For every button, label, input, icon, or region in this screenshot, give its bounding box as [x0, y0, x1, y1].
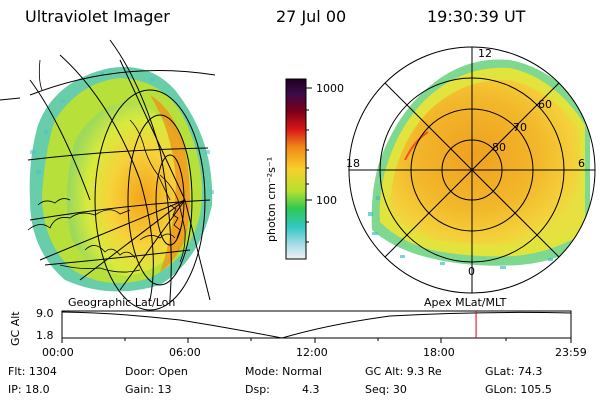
gc-altitude: GC Alt: 9.3 Re: [365, 365, 442, 378]
geographic-grid: [0, 39, 216, 311]
mode-value: Mode: Normal: [245, 365, 322, 378]
colorbar: [285, 78, 312, 260]
colorbar-tick-1000: 1000: [316, 82, 344, 95]
apex-panel-label: Apex MLat/MLT: [424, 296, 507, 309]
timeline-ylabel: GC Alt: [9, 311, 22, 346]
dsp-label: Dsp:: [245, 383, 270, 396]
lat-label-80: 80: [492, 141, 506, 154]
geographic-panel-label: Geographic Lat/Lon: [68, 296, 176, 309]
timeline-ytick-1-8: 1.8: [36, 329, 54, 342]
timeline-xtick-0000: 00:00: [42, 346, 74, 359]
altitude-timeline: [61, 310, 572, 343]
mlt-label-18: 18: [346, 157, 360, 170]
colorbar-tick-100: 100: [316, 194, 337, 207]
timeline-xtick-1200: 12:00: [296, 346, 328, 359]
coastlines: [27, 59, 186, 273]
flight-number: Flt: 1304: [8, 365, 57, 378]
door-status: Door: Open: [125, 365, 188, 378]
geographic-latitude: GLat: 74.3: [485, 365, 543, 378]
instrument-title: Ultraviolet Imager: [25, 7, 170, 26]
dsp-value: 4.3: [302, 383, 320, 396]
mlt-label-0: 0: [468, 265, 475, 278]
mlt-label-6: 6: [578, 157, 585, 170]
sequence-number: Seq: 30: [365, 383, 407, 396]
timeline-xtick-2359: 23:59: [555, 346, 587, 359]
timeline-xtick-0600: 06:00: [169, 346, 201, 359]
lat-label-60: 60: [538, 98, 552, 111]
timeline-ytick-9: 9.0: [36, 307, 54, 320]
colorbar-unit-label: photon cm⁻²s⁻¹: [265, 156, 278, 242]
date-label: 27 Jul 00: [276, 7, 347, 26]
ip-value: IP: 18.0: [8, 383, 50, 396]
mlt-label-12: 12: [478, 47, 492, 60]
timeline-xtick-1800: 18:00: [423, 346, 455, 359]
polar-grid: [348, 46, 596, 294]
geographic-longitude: GLon: 105.5: [485, 383, 552, 396]
lat-label-70: 70: [513, 121, 527, 134]
gain-value: Gain: 13: [125, 383, 172, 396]
time-label: 19:30:39 UT: [427, 7, 526, 26]
